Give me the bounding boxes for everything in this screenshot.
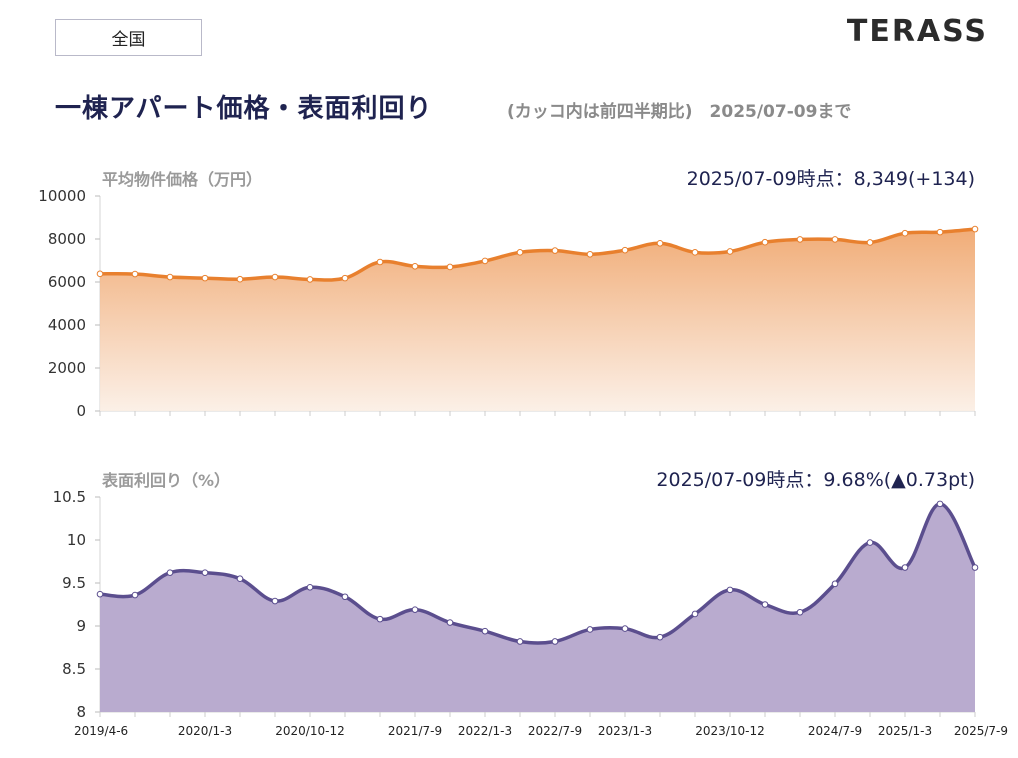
- x-tick-label: 2021/7-9: [388, 724, 442, 738]
- price-y-tick-label: 4000: [48, 316, 86, 334]
- price-y-tick-label: 0: [76, 402, 86, 420]
- price-data-point-3[interactable]: [201, 274, 209, 282]
- x-tick-label: 2024/7-9: [808, 724, 862, 738]
- region-tag[interactable]: 全国: [55, 19, 202, 56]
- page-subtitle: (カッコ内は前四半期比) 2025/07-09まで: [507, 102, 852, 122]
- yield-data-point-8[interactable]: [376, 615, 384, 623]
- yield-chart-title: 表面利回り（%）: [101, 471, 230, 490]
- yield-area-fill: [100, 503, 975, 712]
- yield-y-tick-label: 9: [76, 617, 86, 635]
- page-title: 一棟アパート価格・表面利回り: [55, 94, 433, 124]
- price-data-point-7[interactable]: [341, 274, 349, 282]
- yield-data-point-25[interactable]: [971, 564, 979, 571]
- price-data-point-5[interactable]: [271, 273, 279, 281]
- yield-data-point-18[interactable]: [726, 586, 734, 594]
- price-data-point-4[interactable]: [236, 275, 244, 283]
- price-data-point-11[interactable]: [481, 257, 489, 265]
- x-tick-label: 2022/1-3: [458, 724, 512, 738]
- price-y-tick-label: 10000: [38, 187, 86, 205]
- yield-data-point-19[interactable]: [761, 601, 769, 608]
- yield-y-tick-label: 9.5: [62, 574, 86, 592]
- yield-data-point-11[interactable]: [481, 627, 489, 635]
- price-y-tick-label: 8000: [48, 230, 86, 248]
- x-tick-label: 2020/10-12: [275, 724, 344, 738]
- price-chart-title: 平均物件価格（万円）: [102, 170, 262, 189]
- price-data-point-1[interactable]: [131, 270, 139, 278]
- yield-y-tick-label: 8.5: [62, 660, 86, 678]
- yield-y-tick-label: 10: [67, 531, 86, 549]
- yield-data-point-5[interactable]: [271, 597, 279, 605]
- price-data-point-12[interactable]: [516, 249, 524, 256]
- yield-data-point-0[interactable]: [96, 590, 104, 598]
- price-data-point-13[interactable]: [551, 247, 559, 254]
- yield-data-point-3[interactable]: [201, 569, 209, 576]
- price-data-point-22[interactable]: [866, 239, 874, 246]
- yield-data-point-23[interactable]: [901, 564, 909, 571]
- price-data-point-15[interactable]: [621, 246, 629, 254]
- yield-data-point-9[interactable]: [411, 606, 419, 613]
- yield-data-point-24[interactable]: [936, 500, 944, 508]
- price-data-point-18[interactable]: [726, 248, 734, 255]
- yield-y-tick-label: 10.5: [53, 488, 86, 506]
- price-data-point-23[interactable]: [901, 229, 909, 237]
- price-data-point-20[interactable]: [796, 236, 804, 243]
- price-data-point-8[interactable]: [376, 258, 384, 266]
- price-latest-value: 2025/07-09時点：8,349(+134): [687, 168, 975, 190]
- price-data-point-21[interactable]: [831, 236, 839, 243]
- price-data-point-19[interactable]: [761, 238, 769, 246]
- price-data-point-16[interactable]: [656, 240, 664, 247]
- yield-data-point-15[interactable]: [621, 625, 629, 632]
- yield-data-point-7[interactable]: [341, 593, 349, 601]
- yield-y-tick-label: 8: [76, 703, 86, 721]
- x-tick-label: 2019/4-6: [74, 724, 128, 738]
- price-data-point-0[interactable]: [96, 270, 104, 278]
- price-data-point-24[interactable]: [936, 228, 944, 236]
- price-data-point-10[interactable]: [446, 263, 454, 271]
- x-tick-label: 2025/1-3: [878, 724, 932, 738]
- price-data-point-14[interactable]: [586, 250, 594, 258]
- yield-data-point-14[interactable]: [586, 626, 594, 633]
- yield-data-point-17[interactable]: [691, 610, 699, 618]
- x-tick-label: 2025/7-9: [954, 724, 1008, 738]
- yield-data-point-10[interactable]: [446, 619, 454, 626]
- price-data-point-6[interactable]: [306, 276, 314, 283]
- price-data-point-2[interactable]: [166, 273, 174, 281]
- terass-logo: TERASS: [846, 14, 988, 49]
- yield-data-point-6[interactable]: [306, 584, 314, 591]
- x-tick-label: 2023/10-12: [695, 724, 764, 738]
- price-y-tick-label: 6000: [48, 273, 86, 291]
- yield-data-point-12[interactable]: [516, 638, 524, 645]
- price-data-point-9[interactable]: [411, 263, 419, 270]
- yield-data-point-1[interactable]: [131, 591, 139, 599]
- yield-data-point-13[interactable]: [551, 638, 559, 645]
- yield-data-point-21[interactable]: [831, 580, 839, 588]
- yield-latest-value: 2025/07-09時点：9.68%(▲0.73pt): [656, 469, 975, 491]
- yield-data-point-2[interactable]: [166, 569, 174, 576]
- x-tick-label: 2023/1-3: [598, 724, 652, 738]
- price-y-tick-label: 2000: [48, 359, 86, 377]
- price-data-point-17[interactable]: [691, 249, 699, 256]
- yield-data-point-20[interactable]: [796, 608, 804, 616]
- price-data-point-25[interactable]: [971, 225, 979, 233]
- yield-data-point-4[interactable]: [236, 575, 244, 583]
- x-tick-label: 2020/1-3: [178, 724, 232, 738]
- yield-data-point-22[interactable]: [866, 539, 874, 546]
- price-area-fill: [100, 229, 975, 411]
- x-tick-label: 2022/7-9: [528, 724, 582, 738]
- yield-data-point-16[interactable]: [656, 633, 664, 641]
